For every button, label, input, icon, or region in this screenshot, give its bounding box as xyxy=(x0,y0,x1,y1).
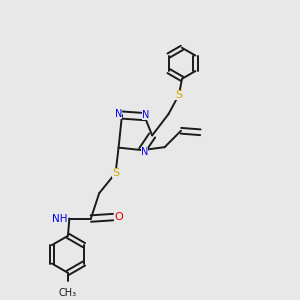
Text: N: N xyxy=(141,147,148,157)
Text: CH₃: CH₃ xyxy=(59,288,77,298)
Text: O: O xyxy=(114,212,123,222)
Text: S: S xyxy=(112,168,119,178)
Text: NH: NH xyxy=(52,214,67,224)
Text: N: N xyxy=(142,110,150,120)
Text: S: S xyxy=(176,90,183,100)
Text: N: N xyxy=(115,109,122,118)
